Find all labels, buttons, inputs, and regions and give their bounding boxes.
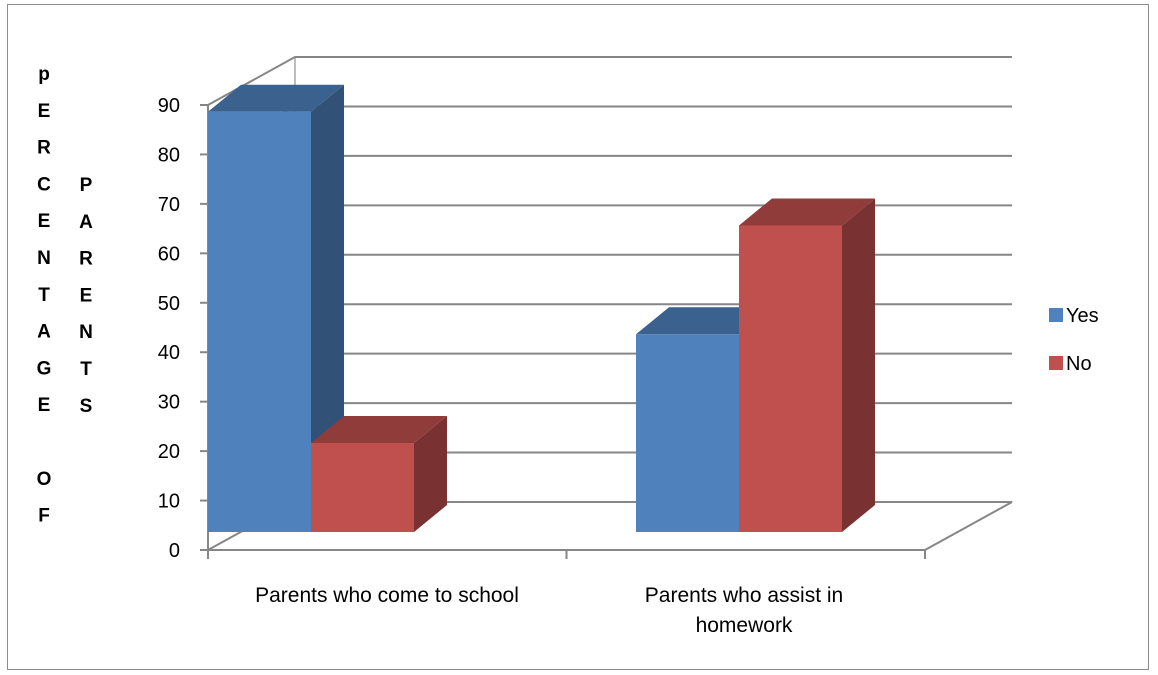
y-axis-label-letter: O <box>37 469 52 490</box>
bar-side <box>842 198 875 532</box>
legend-label: No <box>1066 353 1092 375</box>
y-axis-label-letter: R <box>37 138 51 159</box>
x-axis <box>207 549 926 559</box>
y-axis-label-letter: N <box>79 322 93 343</box>
y-axis-label-letter: A <box>79 212 93 233</box>
y-tick-label: 0 <box>169 540 180 562</box>
y-tick-label: 10 <box>158 491 180 513</box>
bar-front <box>739 225 842 532</box>
bar-top <box>636 307 772 335</box>
y-tick-label: 50 <box>158 293 180 315</box>
y-tick-label: 80 <box>158 144 180 166</box>
y-tick-label: 60 <box>158 243 180 265</box>
y-axis-ticks: 0 10 20 30 40 50 60 70 80 90 <box>158 95 208 562</box>
y-tick-label: 40 <box>158 342 180 364</box>
y-tick-label: 90 <box>158 95 180 117</box>
legend-swatch <box>1049 356 1063 370</box>
legend-swatch <box>1049 308 1063 322</box>
y-axis-label-letter: E <box>38 101 51 122</box>
y-axis-label-letter: A <box>37 322 51 343</box>
bars <box>208 84 875 532</box>
category-labels: Parents who come to school Parents who as… <box>255 584 843 637</box>
y-axis-label-letter: S <box>80 396 93 417</box>
chart-frame <box>7 4 1149 670</box>
bar-top <box>208 84 344 112</box>
bar <box>311 416 447 532</box>
y-axis-label-letter: G <box>37 358 52 379</box>
bar-front <box>311 443 414 532</box>
y-axis-label-letter: N <box>37 248 51 269</box>
x-category-label: Parents who come to school <box>255 584 519 607</box>
y-axis-label-letter: F <box>38 506 50 527</box>
bar <box>739 198 875 532</box>
bar-top <box>311 416 447 443</box>
bar-side <box>414 416 447 532</box>
y-axis-label-letter: T <box>38 285 50 306</box>
y-axis-label-letter: T <box>80 359 92 380</box>
y-tick-label: 70 <box>158 194 180 216</box>
x-category-label: Parents who assist in <box>645 584 843 607</box>
y-tick-label: 20 <box>158 441 180 463</box>
bar-front <box>636 334 739 532</box>
y-axis-label-letter: p <box>38 64 50 85</box>
x-category-label: homework <box>696 614 793 637</box>
bar-side <box>311 84 344 532</box>
y-axis-label-letter: E <box>80 285 93 306</box>
y-axis-label-letter: E <box>38 395 51 416</box>
bar <box>208 84 344 532</box>
legend: Yes No <box>1049 305 1099 375</box>
legend-label: Yes <box>1066 305 1099 327</box>
y-axis-label-letter: P <box>80 175 93 196</box>
bar-front <box>208 111 311 532</box>
y-axis-label-letter: R <box>79 249 93 270</box>
y-tick-label: 30 <box>158 392 180 414</box>
y-axis-label-letter: E <box>38 211 51 232</box>
bar-top <box>739 198 875 226</box>
y-axis-label-letter: C <box>37 174 51 195</box>
